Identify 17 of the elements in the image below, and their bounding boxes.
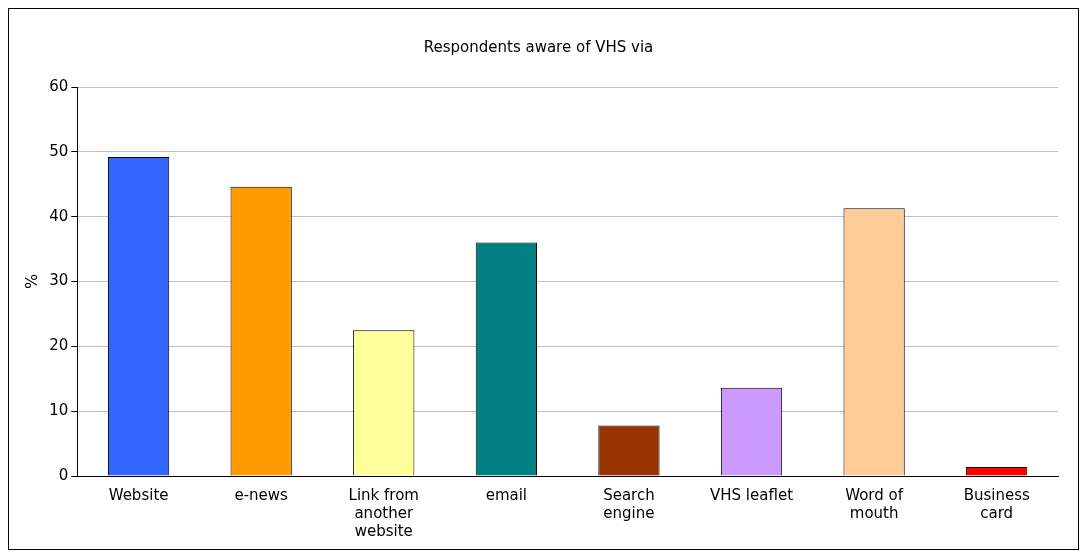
y-tick-label: 20 — [49, 336, 69, 355]
x-tick-label: Link from another website — [348, 485, 419, 540]
y-tick-label: 50 — [49, 141, 69, 160]
x-tick-label: VHS leaflet — [710, 485, 794, 504]
y-tick-label: 60 — [49, 76, 69, 95]
x-tick-label: Website — [108, 485, 169, 504]
x-tick-label: Search engine — [603, 485, 655, 522]
y-axis-title: % — [21, 273, 41, 290]
chart-title: Respondents aware of VHS via — [423, 37, 654, 56]
x-tick-label: Word of mouth — [845, 485, 904, 522]
x-tick-label: email — [485, 485, 528, 504]
y-tick-label: 30 — [49, 271, 69, 290]
x-tick-label: Business card — [963, 485, 1030, 522]
y-tick-label: 0 — [58, 465, 69, 484]
x-tick-label: e-news — [234, 485, 289, 504]
y-tick-label: 40 — [49, 206, 69, 225]
y-tick-label: 10 — [49, 401, 69, 420]
